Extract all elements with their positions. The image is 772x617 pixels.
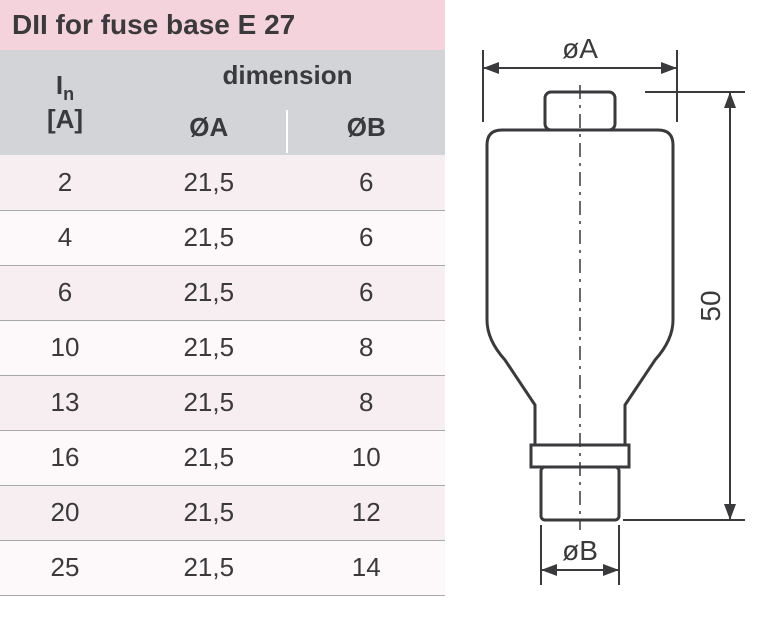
cell-diameter-b: 14 <box>288 540 446 595</box>
header-dimension: dimension <box>130 50 445 100</box>
cell-diameter-a: 21,5 <box>130 155 288 210</box>
table-row: 1321,58 <box>0 375 445 430</box>
cell-current: 4 <box>0 210 130 265</box>
cell-diameter-b: 12 <box>288 485 446 540</box>
cell-diameter-a: 21,5 <box>130 375 288 430</box>
table-row: 1021,58 <box>0 320 445 375</box>
cell-diameter-b: 10 <box>288 430 446 485</box>
cell-current: 20 <box>0 485 130 540</box>
cell-current: 25 <box>0 540 130 595</box>
cell-diameter-b: 8 <box>288 375 446 430</box>
table-header-row-1: In [A] dimension <box>0 50 445 100</box>
cell-current: 10 <box>0 320 130 375</box>
cell-diameter-b: 6 <box>288 210 446 265</box>
cell-diameter-b: 6 <box>288 155 446 210</box>
cell-diameter-a: 21,5 <box>130 540 288 595</box>
header-diameter-a: ØA <box>130 100 288 155</box>
table-row: 1621,510 <box>0 430 445 485</box>
cell-current: 6 <box>0 265 130 320</box>
table-title: DII for fuse base E 27 <box>0 0 445 50</box>
header-current: In [A] <box>0 50 130 155</box>
cell-diameter-a: 21,5 <box>130 430 288 485</box>
spec-table-area: DII for fuse base E 27 In [A] dimension … <box>0 0 445 617</box>
table-row: 2521,514 <box>0 540 445 595</box>
diagram-label-height: 50 <box>695 290 726 321</box>
diagram-label-oa: øA <box>562 33 598 64</box>
fuse-diagram: øA 50 <box>445 0 772 617</box>
table-row: 2021,512 <box>0 485 445 540</box>
cell-diameter-a: 21,5 <box>130 210 288 265</box>
header-diameter-b: ØB <box>288 100 446 155</box>
table-row: 421,56 <box>0 210 445 265</box>
spec-table: In [A] dimension ØA ØB 221,56421,56621,5… <box>0 50 445 596</box>
diagram-label-ob: øB <box>562 535 598 566</box>
table-row: 221,56 <box>0 155 445 210</box>
cell-current: 13 <box>0 375 130 430</box>
cell-diameter-b: 6 <box>288 265 446 320</box>
cell-current: 16 <box>0 430 130 485</box>
cell-diameter-a: 21,5 <box>130 265 288 320</box>
cell-current: 2 <box>0 155 130 210</box>
cell-diameter-b: 8 <box>288 320 446 375</box>
table-row: 621,56 <box>0 265 445 320</box>
table-body: 221,56421,56621,561021,581321,581621,510… <box>0 155 445 595</box>
cell-diameter-a: 21,5 <box>130 320 288 375</box>
cell-diameter-a: 21,5 <box>130 485 288 540</box>
